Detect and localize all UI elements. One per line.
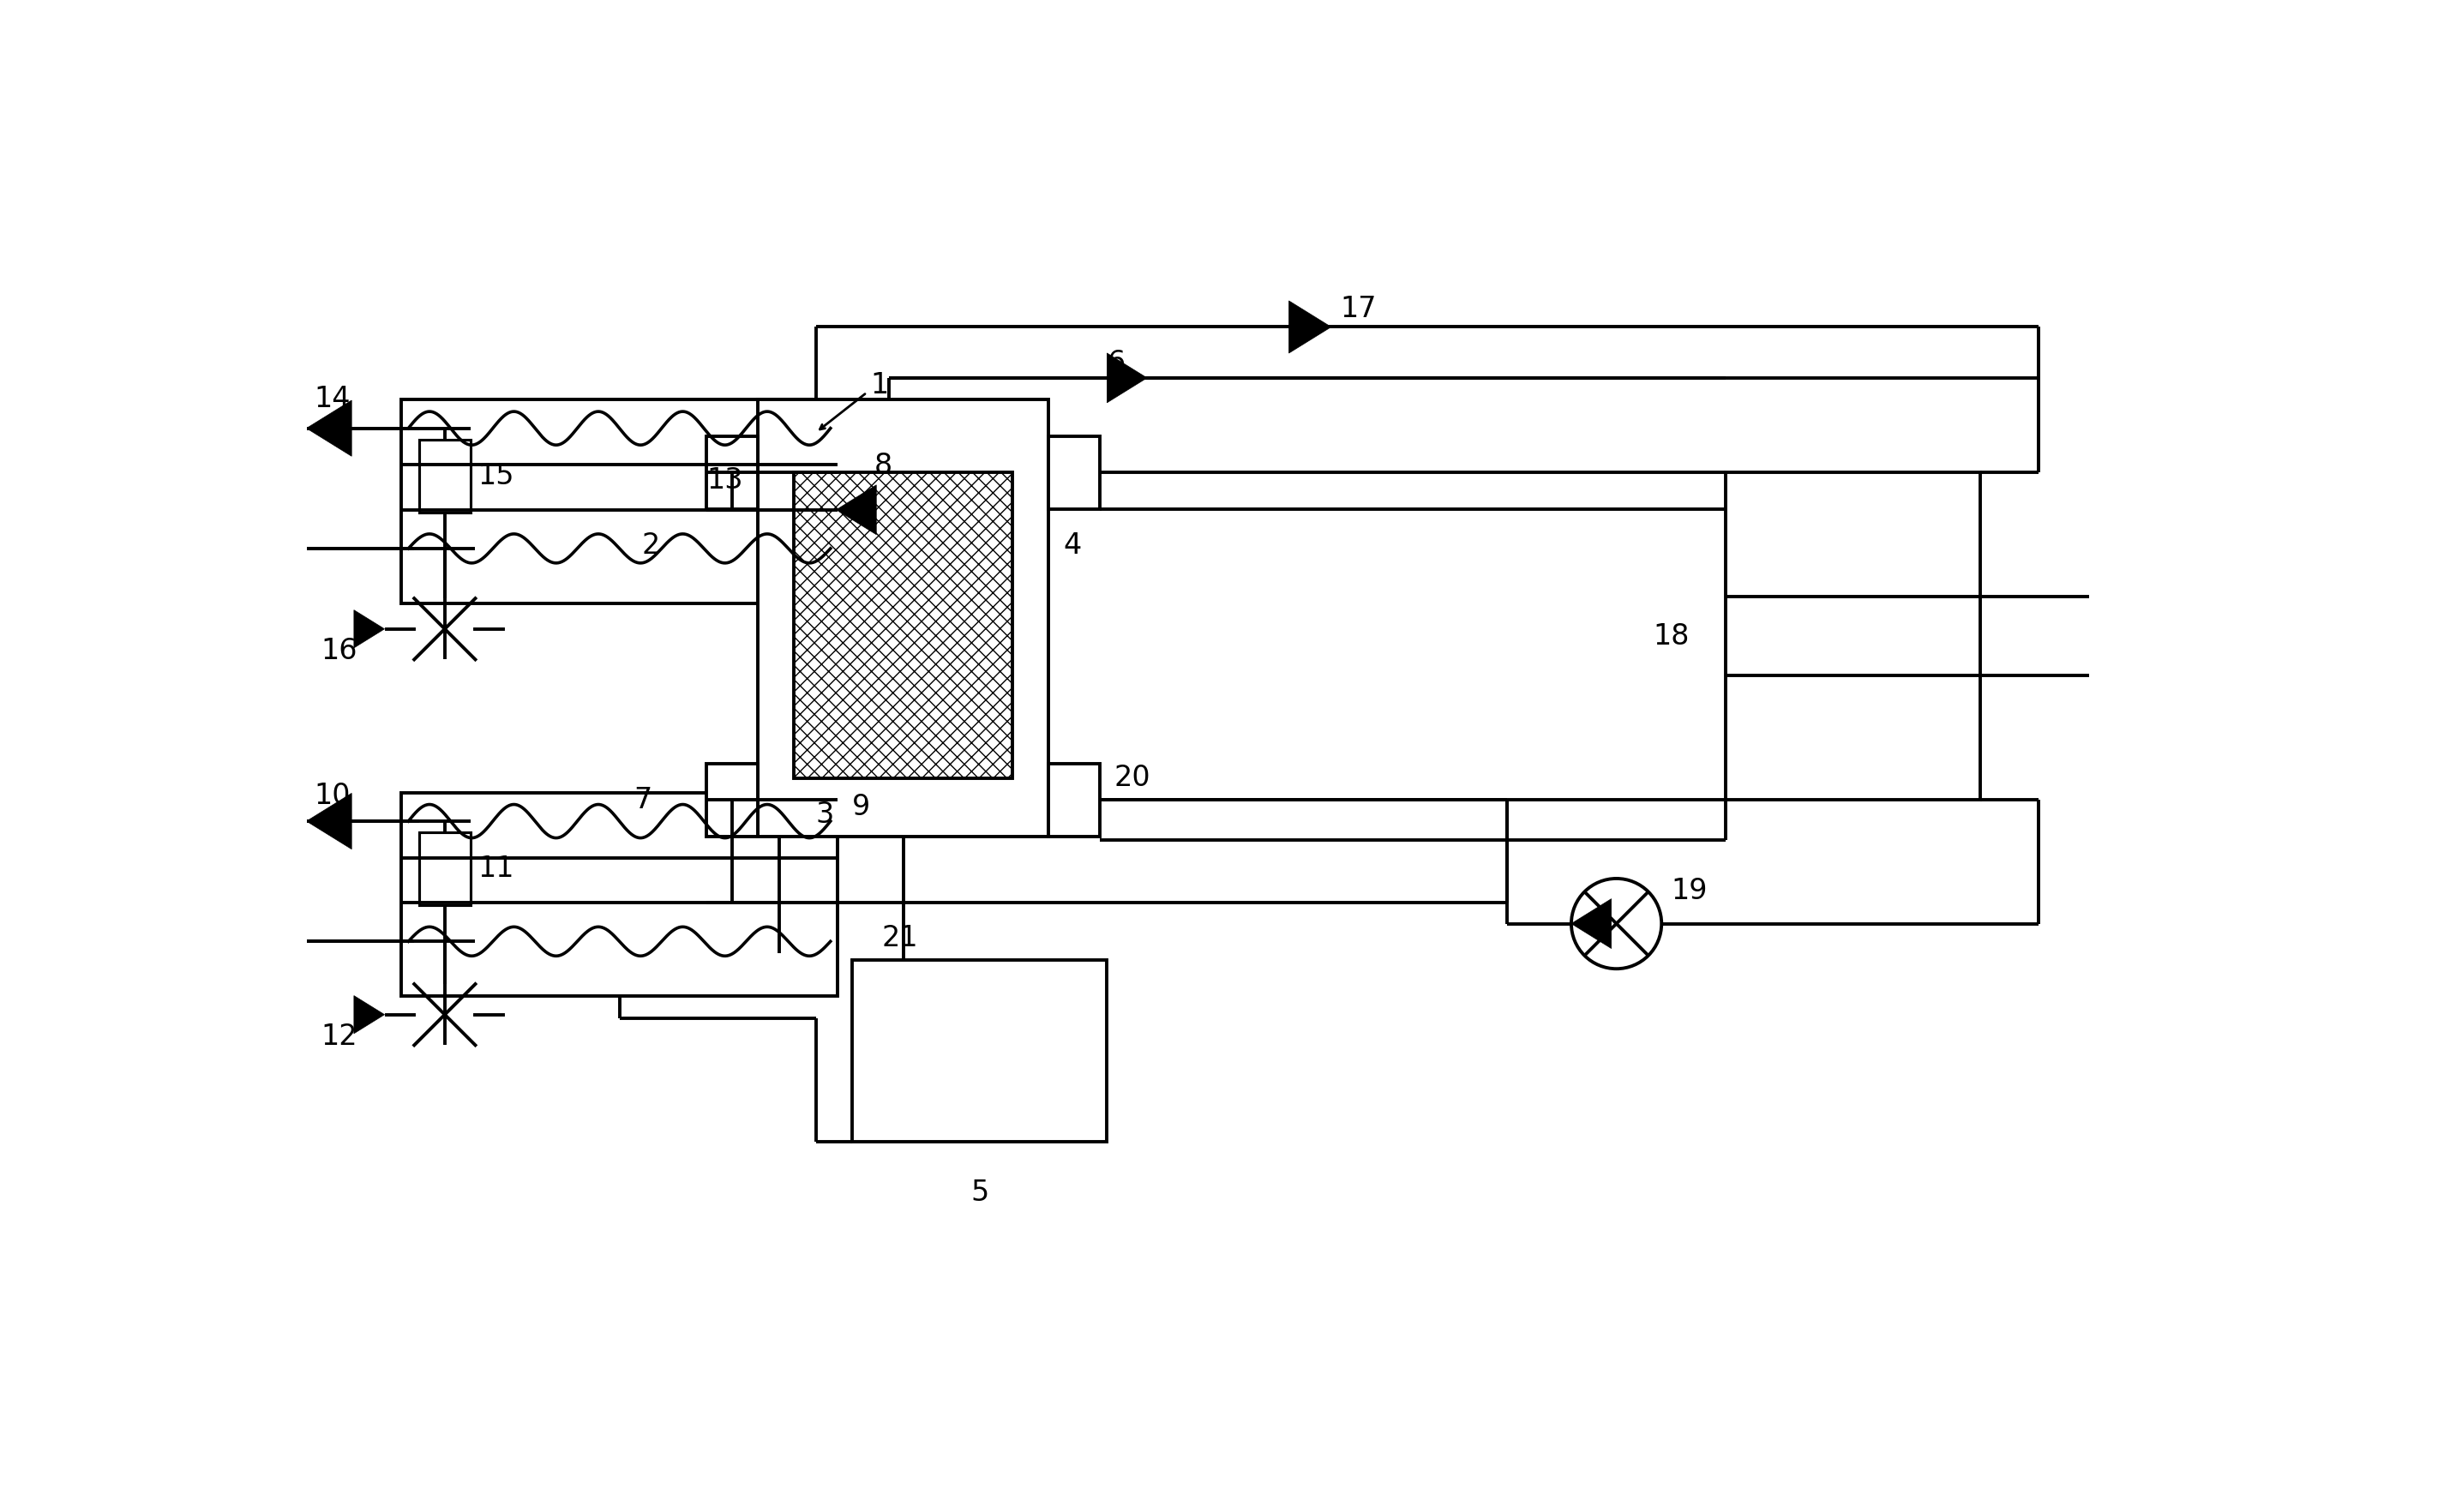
Bar [1048, 764, 1100, 836]
Polygon shape [306, 794, 352, 850]
Text: 17: 17 [1339, 295, 1376, 324]
Text: 9: 9 [853, 792, 870, 821]
Text: 21: 21 [882, 924, 919, 953]
Text: 5: 5 [970, 1179, 990, 1207]
Text: 10: 10 [313, 782, 349, 810]
Polygon shape [1288, 301, 1332, 354]
Bar [794, 472, 1012, 779]
Bar [420, 833, 469, 906]
Bar [853, 960, 1107, 1142]
Text: 1: 1 [870, 370, 890, 399]
Text: 16: 16 [320, 637, 357, 665]
Text: 12: 12 [320, 1022, 357, 1051]
Polygon shape [1571, 898, 1611, 948]
Polygon shape [354, 995, 384, 1034]
Bar [401, 792, 838, 996]
Polygon shape [836, 485, 877, 535]
Circle shape [1571, 878, 1662, 969]
Text: 11: 11 [477, 854, 513, 883]
Text: 18: 18 [1652, 621, 1689, 650]
Bar [758, 399, 1048, 836]
Text: 14: 14 [313, 386, 349, 413]
Text: 4: 4 [1063, 531, 1083, 559]
Polygon shape [354, 609, 384, 649]
Text: 7: 7 [633, 786, 653, 813]
Text: 3: 3 [816, 800, 833, 829]
Bar [706, 435, 758, 510]
Text: 6: 6 [1107, 349, 1124, 378]
Text: 13: 13 [706, 467, 743, 494]
Bar [401, 399, 838, 603]
Bar [420, 440, 469, 513]
Bar [1725, 472, 1980, 800]
Bar [706, 764, 758, 836]
Text: 2: 2 [640, 531, 660, 559]
Text: 19: 19 [1672, 877, 1708, 906]
Polygon shape [306, 401, 352, 457]
Text: 15: 15 [477, 463, 513, 490]
Polygon shape [1107, 354, 1146, 402]
Text: 8: 8 [875, 452, 892, 481]
Text: 20: 20 [1114, 764, 1151, 792]
Bar [1048, 435, 1100, 510]
